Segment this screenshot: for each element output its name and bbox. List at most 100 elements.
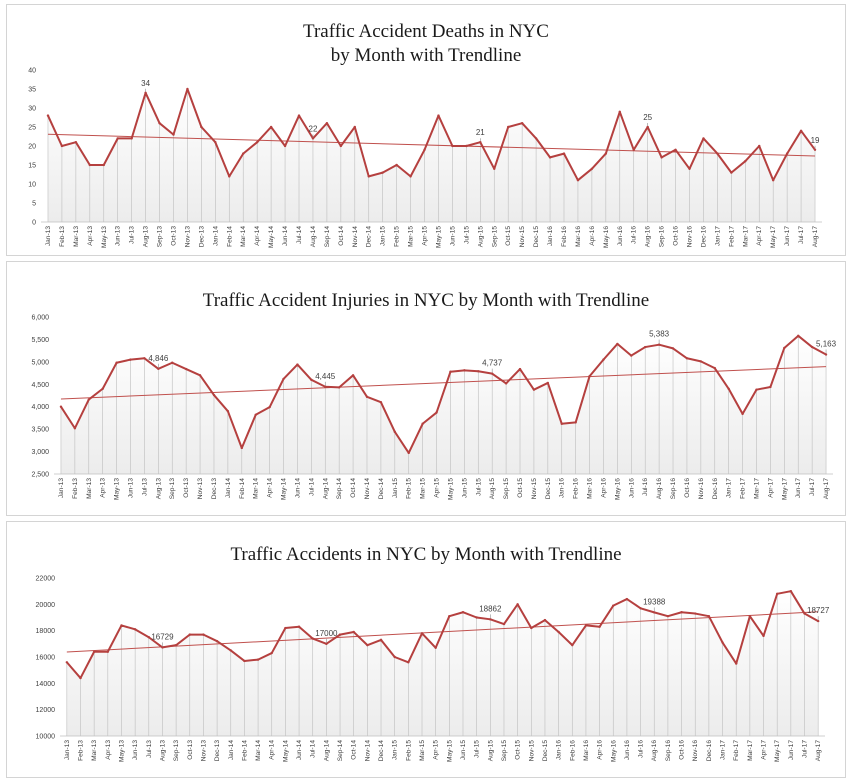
data-point — [694, 612, 697, 615]
data-point — [602, 358, 605, 361]
data-point — [284, 626, 287, 630]
data-point — [479, 141, 482, 144]
data-point — [616, 342, 619, 346]
data-point — [423, 148, 426, 151]
data-point — [702, 137, 705, 140]
data-point — [612, 604, 615, 607]
x-tick-label: Feb-16 — [561, 226, 568, 247]
data-point — [435, 411, 438, 414]
x-tick-label: May-13 — [114, 478, 121, 500]
data-point — [174, 643, 178, 647]
x-tick-label: Apr-14 — [267, 478, 274, 498]
injuries-chart-panel: Traffic Accident Injuries in NYC by Mont… — [6, 261, 846, 516]
x-tick-label: Sep-15 — [503, 478, 510, 500]
x-tick-label: Nov-16 — [698, 478, 705, 500]
data-point — [200, 125, 203, 129]
data-point — [352, 630, 355, 634]
x-tick-label: Jun-14 — [296, 740, 303, 760]
data-point — [186, 87, 189, 91]
x-tick-label: Dec-15 — [533, 226, 540, 248]
x-tick-label: Oct-14 — [351, 740, 358, 760]
x-tick-label: Apr-13 — [100, 478, 107, 498]
x-tick-label: May-16 — [603, 226, 610, 248]
y-tick-label: 30 — [28, 106, 36, 113]
data-point — [157, 367, 160, 370]
x-tick-label: Apr-17 — [756, 226, 763, 246]
x-tick-label: Sep-13 — [169, 478, 176, 500]
x-tick-label: Jan-17 — [726, 478, 733, 498]
x-tick-label: Aug-14 — [322, 478, 329, 500]
x-tick-label: Apr-16 — [589, 226, 596, 246]
data-point — [762, 634, 765, 638]
x-tick-label: Jun-15 — [460, 740, 467, 760]
data-point — [311, 137, 315, 140]
data-point — [215, 640, 219, 643]
data-point — [434, 646, 437, 649]
x-tick-label: Dec-16 — [706, 740, 713, 762]
data-point — [243, 659, 246, 663]
x-tick-label: Jan-15 — [380, 226, 387, 246]
data-point — [144, 91, 147, 95]
x-tick-label: Oct-13 — [170, 226, 177, 246]
x-tick-label: Mar-17 — [747, 740, 754, 761]
x-tick-label: Dec-16 — [712, 478, 719, 500]
data-point — [407, 451, 410, 455]
data-point — [489, 618, 492, 621]
x-tick-label: Dec-15 — [542, 740, 549, 762]
x-tick-label: Feb-14 — [226, 226, 233, 247]
x-tick-label: Oct-16 — [684, 478, 691, 498]
x-tick-label: May-17 — [781, 478, 788, 500]
data-point — [161, 646, 164, 649]
x-tick-label: Jan-13 — [64, 740, 71, 760]
data-point — [79, 676, 82, 680]
x-tick-label: Nov-15 — [531, 478, 538, 500]
accidents-chart-panel: Traffic Accidents in NYC by Month with T… — [6, 521, 846, 778]
y-tick-label: 3,500 — [31, 427, 49, 434]
x-tick-label: Mar-14 — [255, 740, 262, 761]
x-tick-label: May-13 — [101, 226, 108, 248]
data-point — [632, 148, 635, 151]
data-point — [381, 171, 384, 174]
x-tick-label: Nov-15 — [519, 226, 526, 248]
x-tick-label: Nov-14 — [364, 740, 371, 762]
data-point — [171, 361, 174, 364]
series-line — [66, 590, 819, 680]
data-point — [688, 167, 691, 170]
x-tick-label: Aug-13 — [143, 226, 150, 248]
area-fill — [66, 591, 819, 736]
chart-title: by Month with Trendline — [331, 45, 522, 66]
x-tick-label: Apr-13 — [87, 226, 94, 246]
accidents-chart: Traffic Accidents in NYC by Month with T… — [36, 544, 830, 762]
data-point — [226, 410, 230, 413]
x-tick-label: Jul-17 — [809, 478, 816, 496]
data-label: 19 — [811, 136, 820, 145]
data-point — [270, 651, 273, 655]
data-point — [46, 114, 50, 117]
y-tick-label: 5 — [32, 201, 36, 208]
x-tick-label: May-16 — [614, 478, 621, 500]
x-tick-label: Jul-14 — [308, 478, 315, 496]
data-point — [630, 354, 633, 357]
x-tick-label: Dec-14 — [366, 226, 373, 248]
data-point — [730, 171, 733, 174]
x-tick-label: Feb-16 — [573, 478, 580, 499]
x-tick-label: Jan-15 — [392, 478, 399, 498]
x-tick-label: Nov-13 — [184, 226, 191, 248]
x-tick-label: Jun-16 — [617, 226, 624, 246]
x-tick-label: Jan-17 — [714, 226, 721, 246]
data-point — [420, 632, 424, 635]
data-point — [212, 393, 216, 397]
data-point — [590, 167, 594, 170]
data-point — [618, 110, 621, 114]
data-point — [92, 650, 96, 653]
x-tick-label: Dec-14 — [378, 740, 385, 762]
x-tick-label: Dec-14 — [378, 478, 385, 500]
x-tick-label: Jun-17 — [784, 226, 791, 246]
data-label: 5,383 — [649, 330, 670, 339]
data-label: 34 — [141, 79, 150, 88]
data-point — [475, 616, 478, 619]
data-point — [576, 179, 580, 182]
data-point — [395, 163, 398, 167]
x-tick-label: Nov-14 — [364, 478, 371, 500]
y-tick-label: 5,500 — [31, 337, 49, 344]
